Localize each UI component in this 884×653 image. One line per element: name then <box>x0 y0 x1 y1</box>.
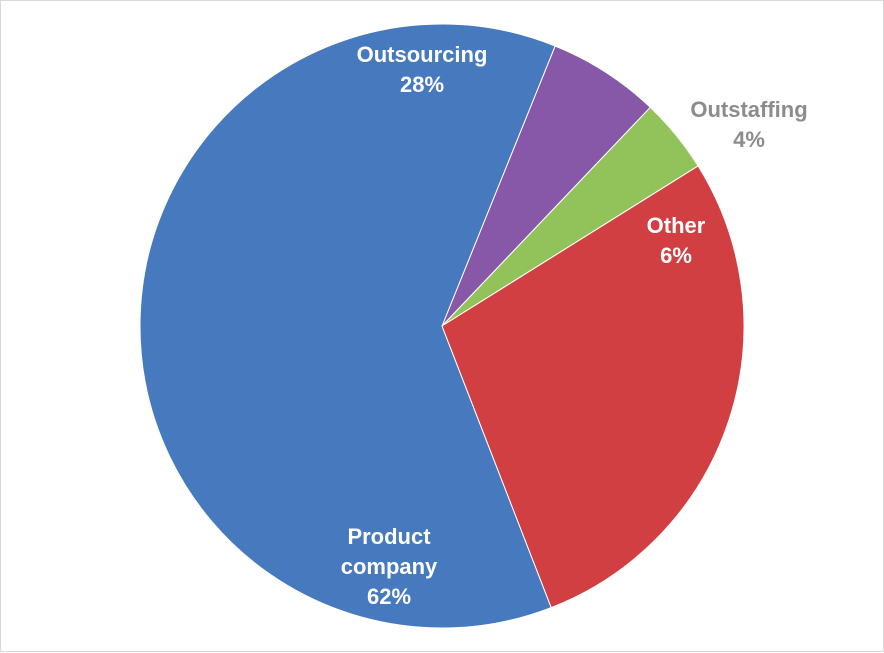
data-label-percent: 6% <box>660 243 692 268</box>
data-label-other: Other 6% <box>647 213 706 268</box>
pie-labels: Outstaffing 4% Other 6% Product company 62% Out… <box>341 42 808 609</box>
data-label-percent: 4% <box>733 127 765 152</box>
pie-slices <box>139 23 745 629</box>
data-label-product-company: Product company 62% <box>341 524 438 609</box>
data-label-name: Outstaffing <box>690 97 807 122</box>
pie-slice-outsourcing <box>441 165 745 609</box>
pie-slice-product-company <box>139 23 556 629</box>
data-label-name: company <box>341 554 438 579</box>
data-label-name: Product <box>347 524 431 549</box>
data-label-outstaffing: Outstaffing 4% <box>690 97 807 152</box>
data-label-percent: 62% <box>367 584 411 609</box>
data-label-outsourcing: Outsourcing 28% <box>357 42 488 97</box>
data-label-name: Outsourcing <box>357 42 488 67</box>
data-label-percent: 28% <box>400 72 444 97</box>
data-label-name: Other <box>647 213 706 238</box>
